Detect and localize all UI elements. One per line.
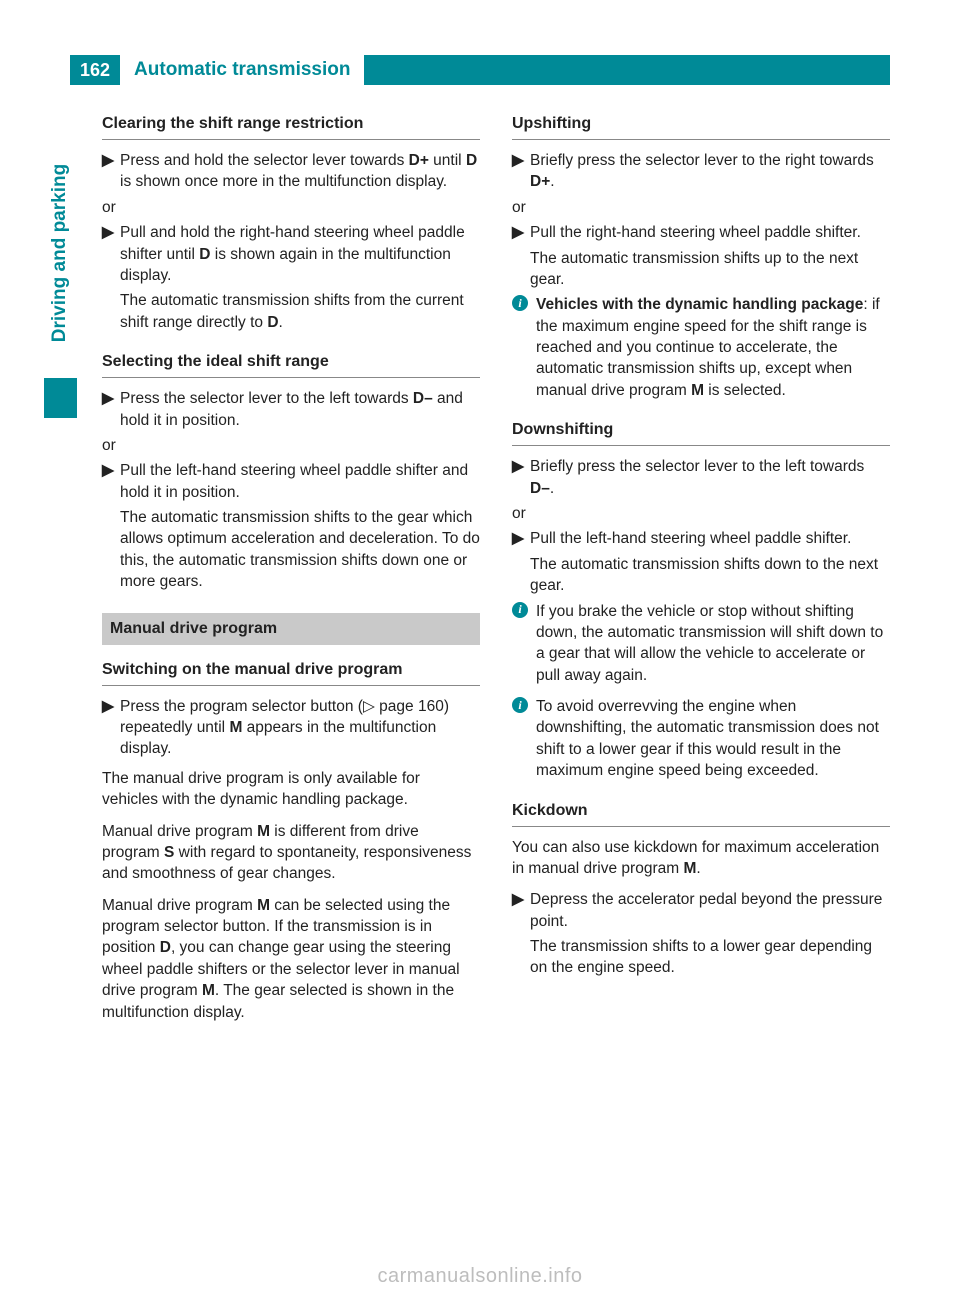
info-text: To avoid overrevving the engine when dow… (536, 696, 890, 782)
side-tab-label-wrap: Driving and parking (44, 128, 77, 378)
step-text: Press and hold the selector lever toward… (120, 150, 480, 193)
heading-rule (102, 377, 480, 378)
step: ▶ Press and hold the selector lever towa… (102, 150, 480, 193)
heading-rule (512, 139, 890, 140)
heading-rule (102, 139, 480, 140)
step: ▶ Depress the accelerator pedal beyond t… (512, 889, 890, 932)
step: ▶ Pull the right-hand steering wheel pad… (512, 222, 890, 243)
info-note: i If you brake the vehicle or stop witho… (512, 601, 890, 687)
step: ▶ Press the selector lever to the left t… (102, 388, 480, 431)
section-downshifting: Downshifting ▶ Briefly press the selecto… (512, 419, 890, 781)
step: ▶ Pull the left-hand steering wheel padd… (512, 528, 890, 549)
side-tab-label: Driving and parking (50, 164, 72, 342)
heading: Selecting the ideal shift range (102, 351, 480, 373)
or-separator: or (512, 197, 890, 218)
heading: Upshifting (512, 113, 890, 135)
page-header: 162 Automatic transmission (70, 55, 890, 85)
info-text: If you brake the vehicle or stop without… (536, 601, 890, 687)
step-text: Press the selector lever to the left tow… (120, 388, 480, 431)
section-ideal-shift-range: Selecting the ideal shift range ▶ Press … (102, 351, 480, 592)
heading: Downshifting (512, 419, 890, 441)
info-note: i To avoid overrevving the engine when d… (512, 696, 890, 782)
step: ▶ Briefly press the selector lever to th… (512, 456, 890, 499)
side-tab-block (44, 378, 77, 418)
side-tab: Driving and parking (44, 128, 77, 428)
step-marker-icon: ▶ (102, 222, 120, 286)
step: ▶ Pull and hold the right-hand steering … (102, 222, 480, 286)
step-result: The automatic transmission shifts up to … (530, 248, 890, 291)
step-marker-icon: ▶ (102, 388, 120, 431)
or-separator: or (102, 197, 480, 218)
step-marker-icon: ▶ (512, 150, 530, 193)
heading: Kickdown (512, 800, 890, 822)
step-text: Pull the left-hand steering wheel paddle… (530, 528, 890, 549)
step-marker-icon: ▶ (512, 222, 530, 243)
paragraph: You can also use kickdown for maximum ac… (512, 837, 890, 880)
page-number: 162 (70, 55, 120, 85)
step-text: Press the program selector button (▷ pag… (120, 696, 480, 760)
step-result: The automatic transmission shifts down t… (530, 554, 890, 597)
step-text: Pull the right-hand steering wheel paddl… (530, 222, 890, 243)
info-note: i Vehicles with the dynamic handling pac… (512, 294, 890, 401)
header-fill (364, 55, 890, 85)
paragraph: The manual drive program is only availab… (102, 768, 480, 811)
manual-page: 162 Automatic transmission Driving and p… (0, 0, 960, 1302)
section-clearing-shift-range: Clearing the shift range restriction ▶ P… (102, 113, 480, 333)
step-text: Depress the accelerator pedal beyond the… (530, 889, 890, 932)
step: ▶ Briefly press the selector lever to th… (512, 150, 890, 193)
info-icon: i (512, 696, 532, 714)
page-title: Automatic transmission (120, 55, 364, 85)
step-text: Pull and hold the right-hand steering wh… (120, 222, 480, 286)
section-kickdown: Kickdown You can also use kickdown for m… (512, 800, 890, 979)
step-result: The transmission shifts to a lower gear … (530, 936, 890, 979)
right-column: Upshifting ▶ Briefly press the selector … (512, 113, 890, 1041)
step-text: Pull the left-hand steering wheel paddle… (120, 460, 480, 503)
section-switching-manual: Switching on the manual drive program ▶ … (102, 659, 480, 1023)
step-marker-icon: ▶ (102, 696, 120, 760)
left-column: Clearing the shift range restriction ▶ P… (102, 113, 480, 1041)
section-band: Manual drive program (102, 613, 480, 645)
step-text: Briefly press the selector lever to the … (530, 456, 890, 499)
step-marker-icon: ▶ (102, 460, 120, 503)
step-marker-icon: ▶ (512, 456, 530, 499)
watermark: carmanualsonline.info (0, 1265, 960, 1288)
step-marker-icon: ▶ (512, 889, 530, 932)
step-result: The automatic transmission shifts to the… (120, 507, 480, 593)
or-separator: or (512, 503, 890, 524)
heading: Clearing the shift range restriction (102, 113, 480, 135)
step-marker-icon: ▶ (102, 150, 120, 193)
paragraph: Manual drive program M is different from… (102, 821, 480, 885)
heading-rule (512, 445, 890, 446)
step-result: The automatic transmission shifts from t… (120, 290, 480, 333)
content-columns: Clearing the shift range restriction ▶ P… (102, 113, 890, 1041)
heading: Switching on the manual drive program (102, 659, 480, 681)
heading-rule (102, 685, 480, 686)
info-text: Vehicles with the dynamic handling packa… (536, 294, 890, 401)
step-text: Briefly press the selector lever to the … (530, 150, 890, 193)
step: ▶ Pull the left-hand steering wheel padd… (102, 460, 480, 503)
section-upshifting: Upshifting ▶ Briefly press the selector … (512, 113, 890, 401)
info-icon: i (512, 294, 532, 312)
info-icon: i (512, 601, 532, 619)
heading-rule (512, 826, 890, 827)
step: ▶ Press the program selector button (▷ p… (102, 696, 480, 760)
paragraph: Manual drive program M can be selected u… (102, 895, 480, 1023)
step-marker-icon: ▶ (512, 528, 530, 549)
or-separator: or (102, 435, 480, 456)
